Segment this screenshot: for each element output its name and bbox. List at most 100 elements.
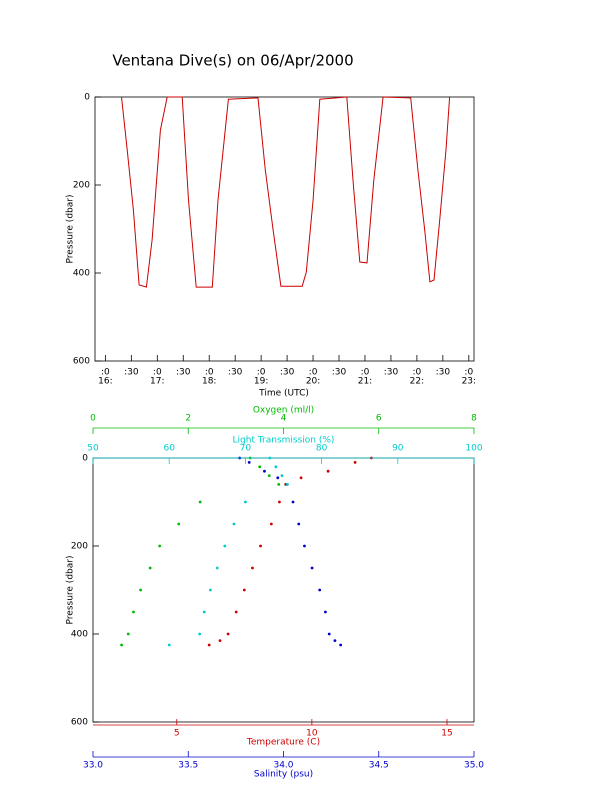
x-tick-label: :30 bbox=[384, 368, 399, 378]
x-tick-label: 90 bbox=[392, 444, 404, 454]
x-axis-label: Light Transmission (%) bbox=[233, 436, 335, 446]
data-point bbox=[218, 639, 222, 642]
y-axis-label: Pressure (dbar) bbox=[66, 195, 76, 264]
data-point bbox=[234, 610, 238, 614]
data-point bbox=[258, 465, 262, 469]
y-tick-label: 0 bbox=[82, 454, 88, 464]
data-point bbox=[148, 566, 152, 570]
x-tick-label: :30 bbox=[332, 368, 347, 378]
data-point bbox=[207, 643, 211, 647]
data-point bbox=[232, 522, 236, 526]
x-tick-label: 34.5 bbox=[369, 761, 389, 771]
x-tick-label: :0 bbox=[205, 368, 214, 378]
x-tick-label: 19: bbox=[254, 377, 268, 387]
x-tick-label: 17: bbox=[150, 377, 164, 387]
y-tick-label: 400 bbox=[73, 269, 90, 279]
x-tick-label: 34.0 bbox=[273, 761, 293, 771]
x-tick-label: 18: bbox=[202, 377, 216, 387]
x-tick-label: :30 bbox=[228, 368, 243, 378]
x-tick-label: 10 bbox=[306, 729, 318, 739]
data-point bbox=[263, 469, 266, 473]
x-axis-label: Time (UTC) bbox=[258, 389, 309, 399]
data-point bbox=[339, 643, 343, 647]
x-tick-label: :30 bbox=[124, 368, 139, 378]
x-tick-label: 70 bbox=[240, 444, 252, 454]
data-point bbox=[120, 643, 123, 647]
x-tick-label: 33.0 bbox=[83, 761, 103, 771]
data-point bbox=[208, 588, 212, 592]
data-point bbox=[333, 639, 337, 642]
x-tick-label: 8 bbox=[471, 414, 477, 424]
x-tick-label: 22: bbox=[410, 377, 424, 387]
data-point bbox=[244, 500, 247, 504]
y-tick-label: 0 bbox=[84, 93, 90, 103]
data-point bbox=[326, 469, 330, 473]
data-point bbox=[269, 522, 273, 526]
data-point bbox=[132, 610, 135, 614]
x-tick-label: 15 bbox=[441, 729, 452, 739]
x-axis-label: Temperature (C) bbox=[246, 738, 320, 748]
x-tick-label: :0 bbox=[413, 368, 422, 378]
data-point bbox=[280, 474, 284, 477]
data-point bbox=[126, 632, 130, 636]
data-point bbox=[297, 522, 301, 526]
data-point bbox=[274, 465, 278, 469]
plot-frame bbox=[94, 96, 475, 362]
x-tick-label: 100 bbox=[465, 444, 482, 454]
data-point bbox=[177, 522, 181, 526]
data-point bbox=[251, 566, 254, 570]
x-tick-label: 33.5 bbox=[178, 761, 198, 771]
x-tick-label: 16: bbox=[98, 377, 112, 387]
x-tick-label: 5 bbox=[174, 729, 180, 739]
x-tick-label: 60 bbox=[163, 444, 175, 454]
data-point bbox=[278, 500, 281, 504]
x-tick-label: 4 bbox=[281, 414, 287, 424]
x-tick-label: 6 bbox=[376, 414, 382, 424]
x-tick-label: :0 bbox=[257, 368, 266, 378]
x-tick-label: :30 bbox=[176, 368, 191, 378]
data-point bbox=[259, 544, 262, 548]
plot-frame bbox=[92, 457, 475, 723]
data-point bbox=[303, 544, 306, 548]
x-tick-label: :30 bbox=[280, 368, 295, 378]
data-point bbox=[167, 643, 171, 647]
data-point bbox=[198, 500, 202, 504]
y-tick-label: 600 bbox=[73, 357, 90, 367]
x-axis-label: Salinity (psu) bbox=[254, 770, 313, 780]
data-point bbox=[158, 544, 162, 548]
x-tick-label: :0 bbox=[101, 368, 110, 378]
data-point bbox=[139, 588, 143, 592]
x-axis-label: Oxygen (ml/l) bbox=[253, 406, 314, 416]
data-point bbox=[276, 476, 280, 480]
data-point bbox=[267, 474, 271, 477]
x-tick-label: 35.0 bbox=[464, 761, 484, 771]
data-point bbox=[242, 588, 246, 592]
data-point bbox=[268, 456, 272, 460]
x-tick-label: 20: bbox=[306, 377, 320, 387]
x-tick-label: 0 bbox=[90, 414, 96, 424]
y-tick-label: 200 bbox=[71, 542, 88, 552]
data-point bbox=[226, 632, 230, 636]
data-point bbox=[285, 483, 289, 486]
data-point bbox=[318, 588, 322, 592]
y-tick-label: 600 bbox=[71, 718, 88, 728]
x-tick-label: 2 bbox=[185, 414, 191, 424]
data-point bbox=[247, 461, 251, 464]
x-tick-label: 23: bbox=[462, 377, 476, 387]
x-tick-label: :0 bbox=[464, 368, 473, 378]
x-tick-label: 21: bbox=[358, 377, 372, 387]
data-point bbox=[277, 483, 281, 486]
data-point bbox=[324, 610, 327, 614]
y-axis-label: Pressure (dbar) bbox=[66, 556, 76, 625]
data-point bbox=[353, 461, 357, 464]
data-point bbox=[215, 566, 219, 570]
x-tick-label: 50 bbox=[87, 444, 99, 454]
data-point bbox=[291, 500, 295, 504]
data-line bbox=[121, 96, 451, 288]
data-point bbox=[223, 544, 227, 548]
data-point bbox=[327, 632, 331, 636]
y-tick-label: 400 bbox=[71, 630, 88, 640]
x-tick-label: :0 bbox=[361, 368, 370, 378]
x-tick-label: 80 bbox=[316, 444, 328, 454]
